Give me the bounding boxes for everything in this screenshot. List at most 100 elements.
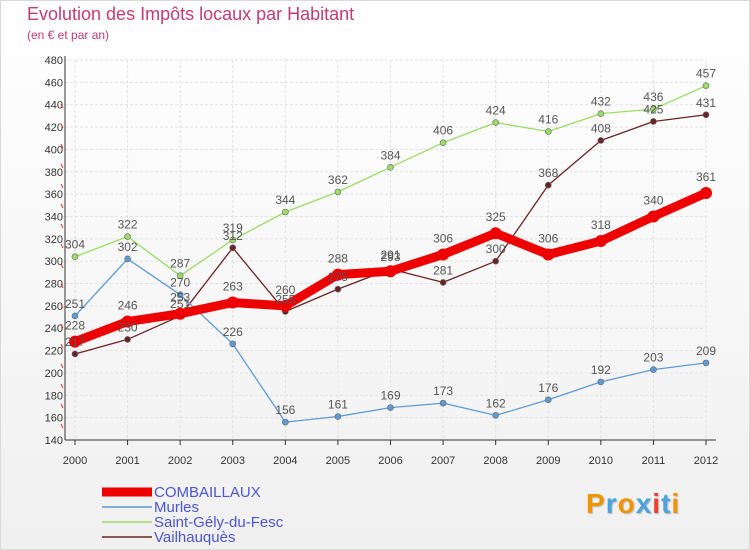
axis-dash-mark [60, 123, 64, 129]
data-label: 253 [170, 291, 190, 305]
logo-letter: t [661, 488, 672, 519]
data-label: 281 [433, 263, 453, 277]
logo-letter: x [635, 488, 653, 519]
data-label: 156 [275, 403, 295, 417]
logo-letter: i [652, 488, 662, 519]
axis-dash-mark [60, 343, 64, 349]
data-point [176, 272, 184, 280]
x-tick-label: 2010 [589, 455, 613, 467]
data-label: 217 [65, 335, 85, 349]
data-label: 176 [538, 381, 558, 395]
data-label: 169 [380, 389, 400, 403]
data-point [700, 187, 712, 199]
data-label: 275 [328, 270, 348, 284]
legend-label: Murles [154, 499, 199, 516]
data-point [279, 299, 292, 312]
legend-label: COMBAILLAUX [154, 484, 261, 501]
data-label: 306 [433, 231, 453, 245]
data-point [544, 181, 552, 189]
data-label: 325 [486, 210, 506, 224]
data-label: 246 [118, 299, 138, 313]
axis-dash-mark [60, 423, 64, 429]
x-tick-label: 2000 [63, 455, 87, 467]
data-point [176, 291, 184, 299]
data-point [702, 111, 710, 119]
y-tick-label: 340 [45, 211, 63, 223]
data-point [71, 350, 79, 358]
x-tick-label: 2003 [221, 455, 245, 467]
legend-label: Vailhauquès [154, 529, 235, 546]
axis-dash-mark [60, 303, 64, 309]
data-point [71, 253, 79, 261]
axis-dash-mark [60, 263, 64, 269]
data-labels: 217 230 251 312 255 275 293 281 300 368 408 425 431 3… [65, 67, 716, 417]
data-label: 270 [170, 276, 190, 290]
x-tick-label: 2006 [378, 455, 402, 467]
data-point [597, 378, 605, 386]
x-tick-label: 2004 [273, 455, 297, 467]
data-point [174, 307, 187, 320]
data-point [439, 399, 447, 407]
axis-dash-mark [60, 203, 64, 209]
data-point [124, 233, 131, 240]
data-label: 368 [538, 166, 558, 180]
data-label: 340 [643, 193, 663, 207]
data-point [387, 163, 394, 171]
data-label: 288 [328, 252, 348, 266]
axis-dash-mark [60, 383, 64, 389]
x-tick-label: 2002 [168, 455, 192, 467]
axis-dash-mark [60, 243, 64, 249]
data-label: 260 [275, 283, 295, 297]
axis-dash-mark [60, 223, 64, 229]
data-label: 384 [380, 148, 400, 162]
data-label: 209 [696, 344, 716, 358]
data-point [544, 128, 552, 135]
y-tick-label: 380 [45, 167, 63, 179]
data-label: 226 [223, 325, 243, 339]
data-label: 230 [118, 320, 138, 334]
data-point [69, 335, 81, 348]
y-tick-label: 320 [45, 234, 63, 246]
legend: COMBAILLAUXMurlesSaint-Gély-du-FescVailh… [102, 484, 284, 546]
data-point [439, 279, 447, 286]
logo-letter: P [586, 488, 606, 519]
data-point [650, 118, 657, 125]
data-label: 416 [538, 113, 558, 127]
axis-dash-mark [60, 183, 64, 189]
data-point [597, 137, 605, 144]
data-label: 251 [170, 297, 190, 311]
y-tick-label: 240 [45, 323, 63, 335]
x-tick-label: 2009 [536, 455, 560, 467]
data-label: 344 [275, 193, 295, 207]
y-tick-label: 420 [45, 122, 63, 134]
data-point [384, 265, 397, 278]
data-point [331, 268, 344, 281]
data-point [492, 412, 499, 419]
y-tick-label: 460 [45, 77, 63, 89]
data-label: 304 [65, 238, 85, 252]
logo-letter: r [605, 488, 618, 519]
data-label: 255 [275, 292, 295, 306]
data-label: 406 [433, 124, 453, 138]
y-tick-label: 480 [45, 55, 63, 67]
data-label: 251 [65, 297, 85, 311]
y-tick-label: 260 [45, 301, 63, 313]
data-label: 306 [538, 231, 558, 245]
data-label: 318 [591, 218, 611, 232]
y-tick-label: 440 [45, 100, 63, 112]
data-point [71, 312, 79, 320]
data-label: 432 [591, 95, 611, 109]
data-point [334, 285, 342, 293]
y-tick-label: 360 [45, 189, 63, 201]
logo-letter: i [671, 488, 681, 519]
data-point [229, 340, 237, 348]
data-label: 362 [328, 173, 348, 187]
chart-subtitle: (en € et par an) [27, 28, 110, 42]
y-tick-label: 140 [45, 435, 63, 447]
y-tick-label: 220 [45, 346, 63, 358]
y-tick-label: 180 [45, 390, 63, 402]
data-point [650, 105, 657, 113]
data-label: 291 [380, 248, 400, 262]
data-label: 293 [380, 250, 400, 264]
